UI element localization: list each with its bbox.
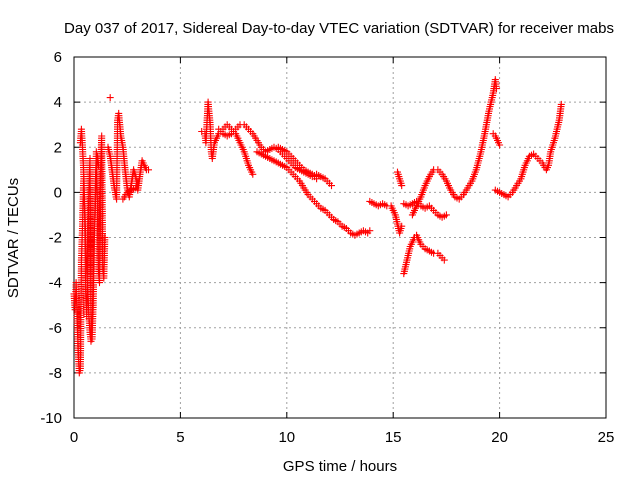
y-tick-label: -4 xyxy=(49,275,62,292)
grid-lines xyxy=(74,57,606,418)
y-tick-label: -10 xyxy=(40,410,62,427)
x-tick-label: 10 xyxy=(278,429,295,446)
y-tick-label: -2 xyxy=(49,230,62,247)
x-tick-label: 5 xyxy=(176,429,184,446)
x-tick-label: 0 xyxy=(70,429,78,446)
x-tick-label: 20 xyxy=(491,429,508,446)
x-axis-tick-labels: 0 5 10 15 20 25 xyxy=(70,429,615,446)
data-points xyxy=(70,76,565,377)
x-axis-label: GPS time / hours xyxy=(283,458,397,475)
y-tick-label: 0 xyxy=(54,184,62,201)
y-axis-tick-labels: -10 -8 -6 -4 -2 0 2 4 6 xyxy=(40,49,62,427)
y-tick-label: -6 xyxy=(49,320,62,337)
chart-title: Day 037 of 2017, Sidereal Day-to-day VTE… xyxy=(64,20,614,37)
x-tick-label: 25 xyxy=(598,429,615,446)
y-tick-label: 6 xyxy=(54,49,62,66)
y-tick-label: 4 xyxy=(54,94,62,111)
y-tick-label: 2 xyxy=(54,139,62,156)
y-tick-label: -8 xyxy=(49,365,62,382)
x-tick-label: 15 xyxy=(385,429,402,446)
series-point-markers xyxy=(70,76,565,377)
y-axis-label: SDTVAR / TECUs xyxy=(5,178,22,298)
